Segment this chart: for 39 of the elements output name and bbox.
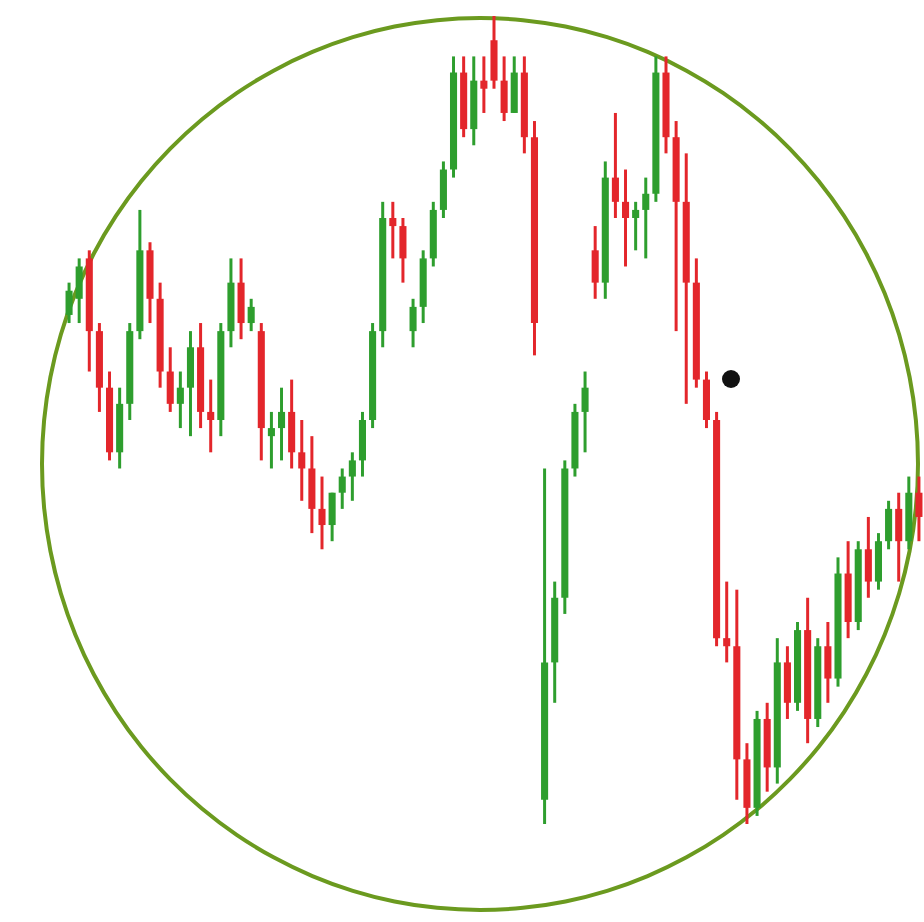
candlestick — [288, 378, 296, 470]
candlestick — [783, 644, 791, 721]
candlestick — [439, 159, 447, 220]
candlestick — [702, 370, 711, 430]
candlestick — [581, 370, 589, 454]
candlestick — [480, 54, 488, 115]
candlestick — [166, 345, 174, 414]
candlestick — [621, 168, 630, 268]
candlestick — [237, 256, 245, 341]
candlestick — [338, 466, 346, 511]
candlestick — [328, 491, 336, 543]
candlestick — [611, 111, 619, 220]
candlestick — [247, 297, 255, 333]
candlestick — [207, 378, 215, 454]
candlestick — [318, 475, 326, 551]
candlestick — [308, 434, 316, 535]
candlestick — [874, 531, 883, 592]
candlestick — [591, 224, 599, 301]
candlestick — [895, 491, 903, 584]
candlestick — [186, 329, 195, 438]
candlestick — [358, 410, 367, 479]
candlestick — [885, 499, 893, 551]
candlestick — [277, 386, 286, 462]
candlestick — [915, 475, 923, 543]
candlestick — [490, 16, 498, 91]
candlestick — [632, 200, 640, 252]
candlestick — [389, 200, 397, 260]
candlestick — [399, 216, 407, 285]
candlestick — [500, 54, 508, 123]
candlestick — [298, 418, 306, 503]
candlestick — [824, 620, 832, 705]
candlestick — [267, 410, 275, 470]
candlestick — [864, 515, 872, 600]
candlestick — [642, 176, 650, 260]
candlestick — [348, 450, 356, 503]
candlestick — [409, 297, 417, 349]
candlestick — [723, 580, 731, 664]
candlestick — [510, 54, 518, 115]
candlestick — [176, 370, 184, 430]
